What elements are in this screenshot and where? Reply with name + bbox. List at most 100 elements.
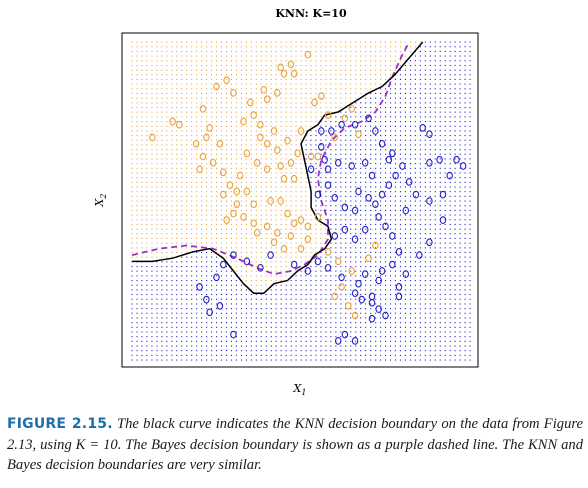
grid-dot <box>469 130 471 132</box>
grid-dot <box>404 102 406 104</box>
grid-dot <box>191 41 193 43</box>
grid-dot <box>399 326 401 328</box>
grid-dot <box>176 294 178 296</box>
grid-dot <box>255 336 257 338</box>
grid-dot <box>255 322 257 324</box>
grid-dot <box>191 69 193 71</box>
grid-dot <box>340 256 342 258</box>
grid-dot <box>409 172 411 174</box>
grid-dot <box>355 144 357 146</box>
grid-dot <box>310 275 312 277</box>
grid-dot <box>240 223 242 225</box>
grid-dot <box>360 74 362 76</box>
grid-dot <box>191 158 193 160</box>
grid-dot <box>250 88 252 90</box>
grid-dot <box>399 78 401 80</box>
grid-dot <box>161 172 163 174</box>
grid-dot <box>216 195 218 197</box>
grid-dot <box>350 233 352 235</box>
grid-dot <box>161 308 163 310</box>
grid-dot <box>459 266 461 268</box>
grid-dot <box>230 345 232 347</box>
grid-dot <box>260 298 262 300</box>
grid-dot <box>459 181 461 183</box>
grid-dot <box>201 130 203 132</box>
grid-dot <box>201 200 203 202</box>
grid-dot <box>181 317 183 319</box>
grid-dot <box>186 322 188 324</box>
grid-dot <box>181 163 183 165</box>
grid-dot <box>394 172 396 174</box>
grid-dot <box>390 116 392 118</box>
grid-dot <box>295 350 297 352</box>
grid-dot <box>300 205 302 207</box>
grid-dot <box>161 60 163 62</box>
orange-point <box>351 311 359 320</box>
grid-dot <box>409 228 411 230</box>
grid-dot <box>320 228 322 230</box>
grid-dot <box>201 359 203 361</box>
grid-dot <box>414 237 416 239</box>
grid-dot <box>161 181 163 183</box>
grid-dot <box>230 107 232 109</box>
grid-dot <box>270 308 272 310</box>
grid-dot <box>350 317 352 319</box>
grid-dot <box>300 261 302 263</box>
grid-dot <box>290 167 292 169</box>
grid-dot <box>454 186 456 188</box>
grid-dot <box>250 247 252 249</box>
grid-dot <box>255 237 257 239</box>
grid-dot <box>464 354 466 356</box>
grid-dot <box>131 167 133 169</box>
orange-point <box>331 133 339 142</box>
grid-dot <box>330 191 332 193</box>
grid-dot <box>240 60 242 62</box>
grid-dot <box>211 55 213 57</box>
grid-dot <box>211 219 213 221</box>
grid-dot <box>245 205 247 207</box>
y-axis-label: X2 <box>93 194 108 208</box>
grid-dot <box>399 317 401 319</box>
grid-dot <box>394 280 396 282</box>
grid-dot <box>280 359 282 361</box>
grid-dot <box>315 186 317 188</box>
grid-dot <box>166 177 168 179</box>
grid-dot <box>191 186 193 188</box>
grid-dot <box>419 69 421 71</box>
grid-dot <box>295 331 297 333</box>
grid-dot <box>211 205 213 207</box>
grid-dot <box>305 303 307 305</box>
grid-dot <box>414 294 416 296</box>
grid-dot <box>370 303 372 305</box>
grid-dot <box>216 60 218 62</box>
grid-dot <box>186 233 188 235</box>
grid-dot <box>176 298 178 300</box>
grid-dot <box>235 266 237 268</box>
grid-dot <box>196 270 198 272</box>
grid-dot <box>245 261 247 263</box>
grid-dot <box>156 214 158 216</box>
grid-dot <box>235 228 237 230</box>
grid-dot <box>290 50 292 52</box>
grid-dot <box>439 46 441 48</box>
grid-dot <box>390 121 392 123</box>
grid-dot <box>330 144 332 146</box>
grid-dot <box>385 163 387 165</box>
grid-dot <box>464 345 466 347</box>
grid-dot <box>186 280 188 282</box>
grid-dot <box>196 303 198 305</box>
grid-dot <box>186 55 188 57</box>
grid-dot <box>156 64 158 66</box>
grid-dot <box>176 308 178 310</box>
grid-dot <box>240 354 242 356</box>
grid-dot <box>216 326 218 328</box>
grid-dot <box>166 214 168 216</box>
grid-dot <box>270 303 272 305</box>
grid-dot <box>444 214 446 216</box>
grid-dot <box>216 354 218 356</box>
grid-dot <box>439 158 441 160</box>
grid-dot <box>265 261 267 263</box>
grid-dot <box>399 191 401 193</box>
grid-dot <box>265 345 267 347</box>
grid-dot <box>270 294 272 296</box>
